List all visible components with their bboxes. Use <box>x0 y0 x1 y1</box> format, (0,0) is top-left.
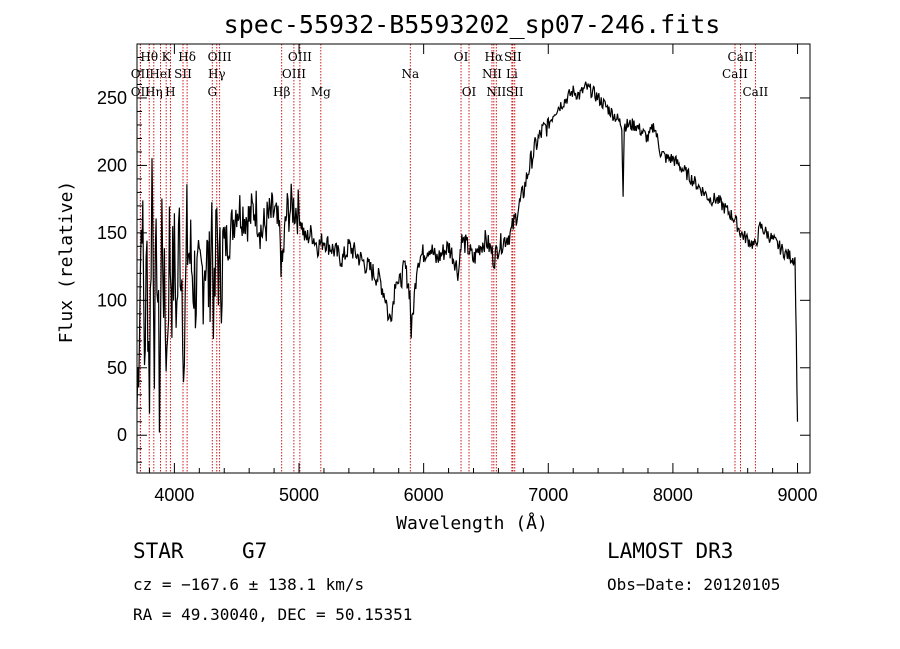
spectral-line-label: H <box>165 85 175 99</box>
spectral-line-label: OIII <box>208 50 232 64</box>
spectral-line-label: Hη <box>145 85 163 99</box>
x-tick-label: 8000 <box>653 485 693 505</box>
x-tick-label: 4000 <box>154 485 194 505</box>
spectral-line-label: Na <box>401 67 419 81</box>
spectral-line-label: CaII <box>742 85 768 99</box>
x-axis-ticks: 4000 5000 6000 7000 8000 9000 <box>148 44 818 505</box>
spectral-line-label: NII <box>482 67 502 81</box>
object-class: STAR <box>133 539 184 563</box>
y-tick-label: 50 <box>107 358 127 378</box>
spectral-line-label: CaII <box>722 67 748 81</box>
x-axis-label: Wavelength (Å) <box>396 512 548 534</box>
spectral-line-markers <box>139 44 756 473</box>
y-tick-label: 250 <box>97 88 127 108</box>
spectral-line-label: HeI <box>149 67 172 81</box>
object-subclass: G7 <box>242 539 267 563</box>
spectral-line-label: Li <box>506 67 518 81</box>
ra-dec-coordinates: RA = 49.30040, DEC = 50.15351 <box>133 605 412 624</box>
spectral-line-label: Hδ <box>178 50 196 64</box>
y-tick-label: 100 <box>97 290 127 310</box>
observation-date: Obs−Date: 20120105 <box>607 575 780 594</box>
spectral-line-label: OIII <box>282 67 306 81</box>
spectral-line-label: CaII <box>728 50 754 64</box>
spectral-line-label: K <box>162 50 172 64</box>
spectral-line-label: Hα <box>485 50 504 64</box>
y-axis-label: Flux (relative) <box>56 181 77 344</box>
spectrum-series-line <box>136 81 799 433</box>
x-tick-label: 9000 <box>778 485 818 505</box>
x-tick-label: 6000 <box>404 485 444 505</box>
spectral-line-label: G <box>207 85 217 99</box>
spectral-line-label: OII <box>131 67 151 81</box>
y-tick-label: 200 <box>97 155 127 175</box>
spectral-line-label: SII <box>174 67 192 81</box>
spectral-line-label: Mg <box>311 85 331 99</box>
spectral-line-label: OII <box>131 85 151 99</box>
spectral-line-label: OIII <box>288 50 312 64</box>
y-tick-label: 0 <box>117 425 127 445</box>
spectral-line-label: SII <box>504 50 522 64</box>
survey-name: LAMOST DR3 <box>607 539 733 563</box>
spectral-line-label: OI <box>462 85 477 99</box>
y-axis-ticks: 0 50 100 150 200 250 <box>97 56 810 463</box>
chart-title: spec-55932-B5593202_sp07-246.fits <box>224 10 721 39</box>
spectral-line-label: SII <box>506 85 524 99</box>
spectral-line-label: Hβ <box>273 85 290 99</box>
x-tick-label: 5000 <box>279 485 319 505</box>
y-tick-label: 150 <box>97 223 127 243</box>
x-tick-label: 7000 <box>528 485 568 505</box>
spectral-line-label: Hθ <box>140 50 158 64</box>
redshift-cz: cz = −167.6 ± 138.1 km/s <box>133 575 364 594</box>
spectral-line-label: NII <box>486 85 506 99</box>
spectral-line-label: OI <box>454 50 469 64</box>
spectral-line-label: Hγ <box>208 67 226 81</box>
spectral-line-labels: OIIHθOIIHηHeIKHSIIHδGOIIIHγHβOIIIOIIIMgN… <box>131 50 769 99</box>
